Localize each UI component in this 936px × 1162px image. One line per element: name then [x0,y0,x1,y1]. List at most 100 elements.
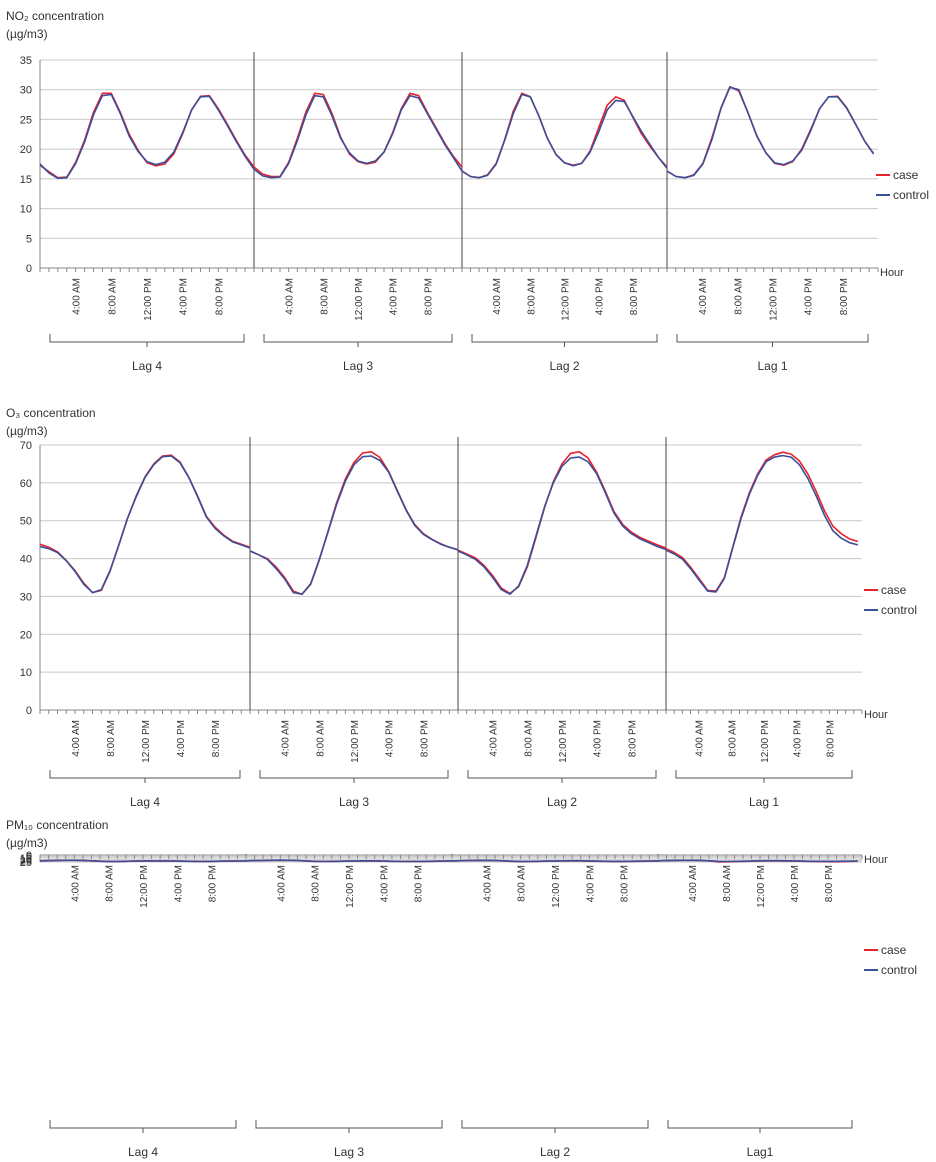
x-tick-label: 4:00 AM [698,278,709,315]
x-tick-label: 8:00 PM [629,278,640,315]
x-tick-label: 12:00 PM [139,865,150,908]
x-tick-label: 8:00 PM [214,278,225,315]
lag-label: Lag 4 [128,1145,158,1159]
x-tick-label: 4:00 PM [804,278,815,315]
y-tick-label: 25 [20,857,32,869]
x-tick-label: 8:00 PM [208,865,219,902]
series-line-case [461,92,668,179]
legend-label-control: control [881,603,917,617]
series-line-control [657,859,858,863]
y-tick-label: 0 [26,263,32,275]
y-tick-label: 35 [20,55,32,67]
x-tick-label: 8:00 AM [106,720,117,757]
x-tick-label: 8:00 PM [423,278,434,315]
series-line-control [245,859,453,863]
lag-bracket [49,770,241,783]
y-tick-label: 70 [20,440,32,452]
lag-label: Lag 3 [334,1145,364,1159]
x-tick-label: 12:00 PM [354,278,365,321]
x-tick-label: 4:00 AM [285,278,296,315]
x-tick-label: 12:00 PM [143,278,154,321]
chart-2: O₃ concentration (µg/m3) 0 10 20 30 40 50 60 70 Ho… [6,406,917,809]
x-tick-label: 4:00 PM [595,278,606,315]
chart-unit: (µg/m3) [6,27,48,41]
x-axis-label: Hour [880,267,904,279]
x-tick-label: 8:00 AM [107,278,118,315]
series-line-control [39,93,255,180]
x-tick-label: 4:00 PM [179,278,190,315]
y-tick-label: 10 [20,204,32,216]
series-line-case [253,92,463,178]
x-tick-label: 8:00 PM [825,720,836,757]
lag-bracket [667,1120,853,1133]
lag-label: Lag 1 [757,359,787,373]
x-tick-label: 4:00 AM [71,720,82,757]
x-tick-label: 4:00 PM [593,720,604,757]
x-tick-label: 12:00 PM [760,720,771,763]
legend-label-case: case [893,168,919,182]
x-tick-label: 8:00 AM [105,865,116,902]
chart-title: O₃ concentration [6,406,96,420]
x-tick-label: 8:00 AM [311,865,322,902]
x-tick-label: 12:00 PM [756,865,767,908]
lag-label: Lag 3 [343,359,373,373]
lag-bracket [675,770,853,783]
x-tick-label: 12:00 PM [350,720,361,763]
x-tick-label: 4:00 AM [276,865,287,902]
x-tick-label: 4:00 PM [379,865,390,902]
x-tick-label: 4:00 PM [173,865,184,902]
x-tick-label: 8:00 AM [319,278,330,315]
x-tick-label: 8:00 PM [620,865,631,902]
y-tick-label: 10 [20,667,32,679]
series-line-control [253,94,463,179]
lag-label: Lag 4 [130,795,160,809]
x-axis-label: Hour [864,854,888,866]
lag-label: Lag 2 [540,1145,570,1159]
legend-label-case: case [881,583,907,597]
chart-title: PM₁₀ concentration [6,818,108,832]
x-tick-label: 12:00 PM [141,720,152,763]
x-tick-label: 8:00 AM [733,278,744,315]
y-tick-label: 10 [20,853,32,865]
y-tick-label: 20 [20,856,32,868]
x-tick-label: 8:00 AM [315,720,326,757]
x-tick-label: 8:00 AM [523,720,534,757]
series-line-control [665,454,859,593]
legend-label-control: control [881,963,917,977]
lag-bracket [467,770,657,783]
x-tick-label: 12:00 PM [769,278,780,321]
x-tick-label: 4:00 AM [489,720,500,757]
lag-bracket [676,334,869,347]
lag-bracket [259,770,449,783]
y-tick-label: 40 [20,554,32,566]
x-tick-label: 8:00 AM [722,865,733,902]
lag-bracket [49,334,245,347]
chart-unit: (µg/m3) [6,424,48,438]
x-tick-label: 4:00 AM [688,865,699,902]
x-axis-label: Hour [864,709,888,721]
series-line-control [451,859,659,863]
x-tick-label: 12:00 PM [558,720,569,763]
series-line-control [666,86,875,179]
lag-bracket [471,334,658,347]
y-tick-label: 15 [20,854,32,866]
series-line-control [39,455,251,594]
x-tick-label: 8:00 PM [627,720,638,757]
series-line-control [457,456,667,596]
x-tick-label: 8:00 AM [526,278,537,315]
x-tick-label: 12:00 PM [561,278,572,321]
x-tick-label: 4:00 PM [389,278,400,315]
x-tick-label: 8:00 PM [824,865,835,902]
series-line-case [39,92,255,179]
series-line-case [666,85,875,179]
y-tick-label: 30 [20,591,32,603]
y-tick-label: 5 [26,851,32,863]
x-tick-label: 4:00 AM [72,278,83,315]
y-tick-label: 0 [26,850,32,862]
series-line-control [249,455,459,596]
x-tick-label: 4:00 PM [790,865,801,902]
x-tick-label: 4:00 AM [482,865,493,902]
lag-bracket [461,1120,649,1133]
